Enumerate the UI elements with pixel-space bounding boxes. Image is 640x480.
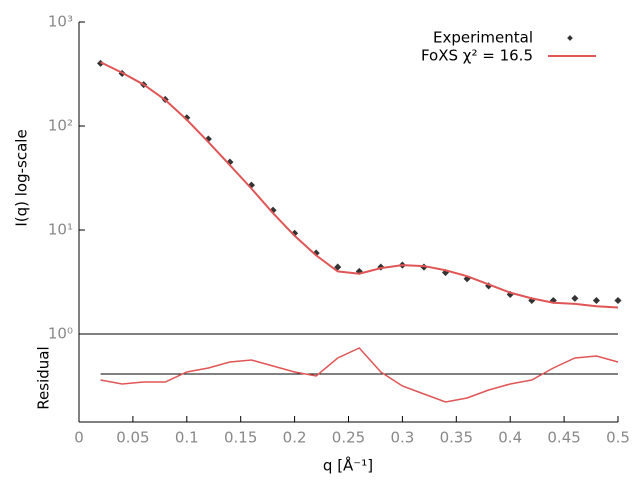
x-tick-label: 0.5 [606,429,630,447]
legend-marker [567,35,573,41]
x-tick-label: 0.15 [224,429,257,447]
x-tick-label: 0.05 [116,429,149,447]
x-tick-label: 0.45 [547,429,580,447]
fit-line [100,61,619,309]
y-tick-label: 10¹ [48,221,73,239]
y-tick-label: 10⁰ [48,325,73,343]
legend-label: Experimental [433,29,533,47]
y-tick-label: 10³ [48,13,73,31]
data-point [592,296,600,305]
data-point [571,294,579,302]
x-tick-label: 0.35 [440,429,473,447]
data-point [183,114,191,122]
x-tick-label: 0.25 [332,429,365,447]
x-tick-label: 0.1 [175,429,199,447]
data-point [614,296,622,305]
x-tick-label: 0.4 [498,429,522,447]
residual-line [100,347,619,403]
x-axis-label: q [Å⁻¹] [323,456,373,475]
y-axis-label: I(q) log-scale [13,129,31,226]
x-tick-label: 0 [74,429,84,447]
residual-axis-label: Residual [35,346,53,409]
x-tick-label: 0.2 [283,429,307,447]
y-tick-label: 10² [48,117,73,135]
x-tick-label: 0.3 [390,429,414,447]
legend-label: FoXS χ² = 16.5 [421,47,533,65]
